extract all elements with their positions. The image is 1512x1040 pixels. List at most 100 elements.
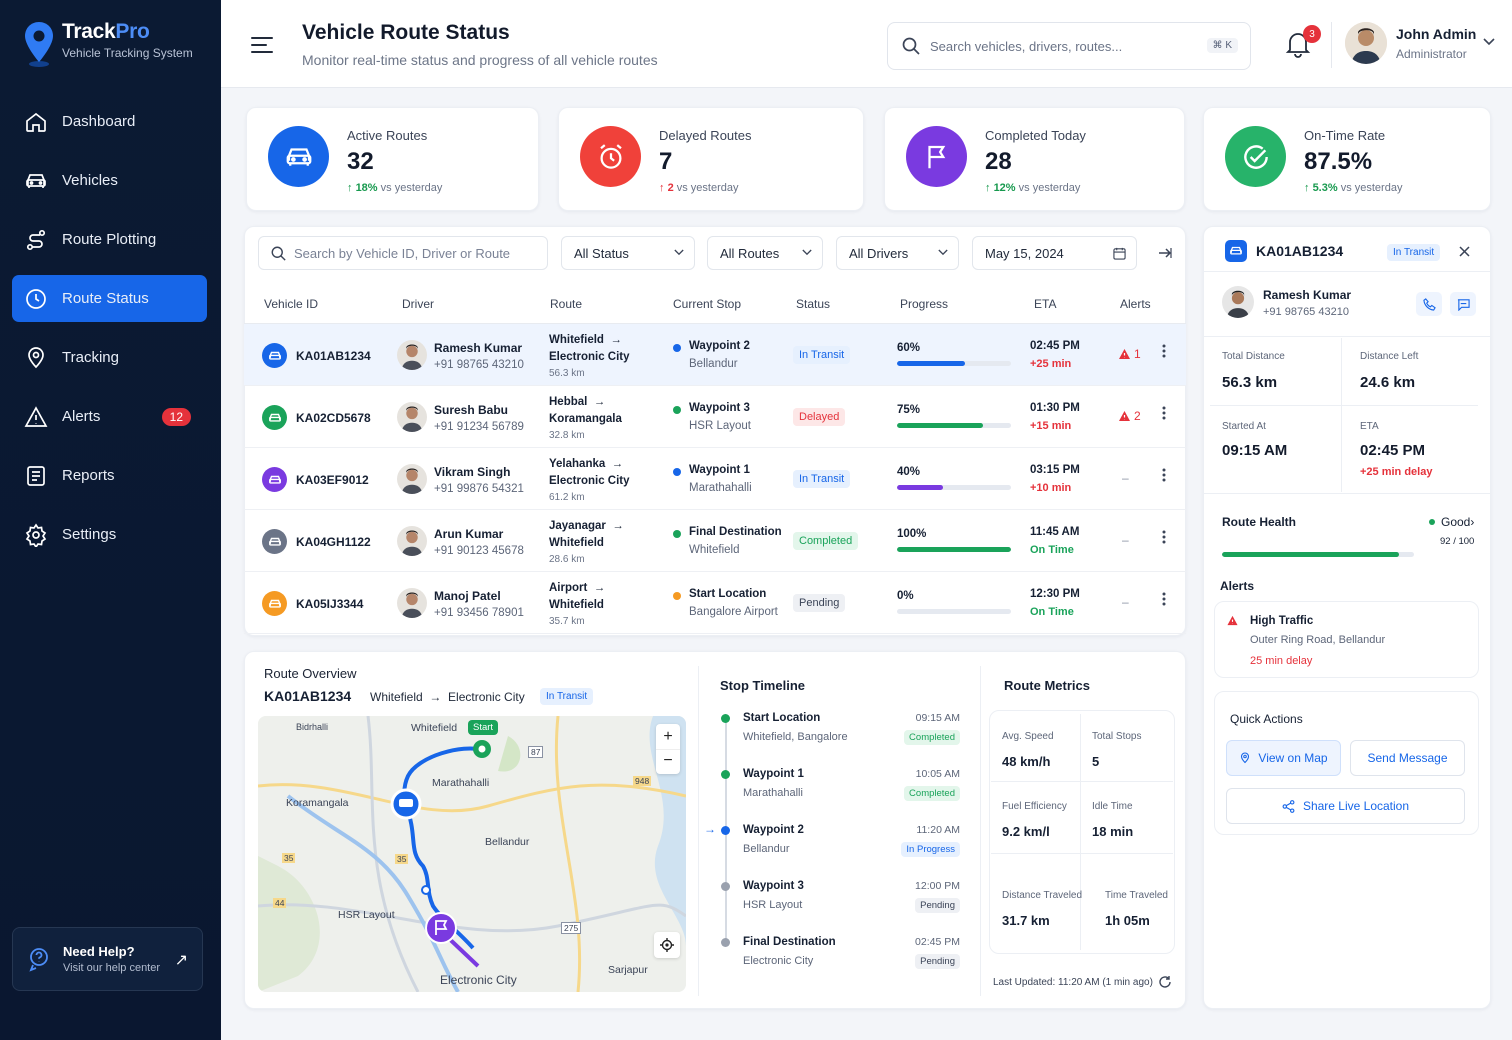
stop-dot [673,530,681,538]
vehicle-icon-circle [262,467,287,492]
vehicle-id[interactable]: KA05IJ3344 [296,597,364,611]
stat-card-delayed-routes[interactable]: Delayed Routes 7 ↑ 2 vs yesterday [558,107,864,211]
drivers-filter[interactable]: All Drivers [836,236,959,270]
vehicle-id[interactable]: KA01AB1234 [296,349,371,363]
column-header-progress[interactable]: Progress [900,297,949,311]
vehicle-id[interactable]: KA04GH1122 [296,535,371,549]
global-search[interactable]: ⌘ K [887,22,1251,70]
sidebar-item-route-status[interactable]: Route Status [12,275,207,322]
current-stop-arrow-icon: → [704,822,716,836]
detail-driver-phone: +91 98765 43210 [1263,306,1349,318]
more-options-icon[interactable] [1162,344,1166,358]
message-button[interactable] [1450,292,1476,316]
overview-vehicle-id: KA01AB1234 [264,688,352,704]
driver-name: Vikram Singh [434,465,511,479]
table-search-input[interactable] [294,245,534,261]
brand-logo[interactable]: TrackPro Vehicle Tracking System [22,20,193,68]
locate-button[interactable] [654,932,680,958]
share-icon [1282,799,1295,813]
table-row[interactable]: KA04GH1122 Arun Kumar +91 90123 45678 Ja… [244,510,1186,572]
detail-status-badge: In Transit [1387,244,1441,261]
share-live-location-button[interactable]: Share Live Location [1226,788,1465,824]
sidebar-item-route-plotting[interactable]: Route Plotting [12,216,207,263]
progress-fill [897,361,966,366]
column-header-current-stop[interactable]: Current Stop [673,297,742,311]
table-row[interactable]: KA05IJ3344 Manoj Patel +91 93456 78901 A… [244,572,1186,634]
stat-card-on-time-rate[interactable]: On-Time Rate 87.5% ↑ 5.3% vs yesterday [1203,107,1491,211]
column-header-status[interactable]: Status [796,297,831,311]
alert-card[interactable] [1214,601,1479,678]
avatar [397,588,427,618]
close-icon[interactable] [1459,246,1470,257]
zoom-out-button[interactable]: − [656,749,680,774]
sidebar-item-label: Alerts [62,408,101,425]
chevron-down-icon[interactable] [1483,38,1495,46]
collapse-arrow-icon[interactable] [1158,247,1172,259]
more-options-icon[interactable] [1162,592,1166,606]
sidebar-item-label: Route Plotting [62,231,157,248]
distance-left-label: Distance Left [1360,351,1419,362]
avatar [1222,286,1254,318]
map-label: Sarjapur [608,964,648,976]
alert-count[interactable]: 1 [1118,347,1141,361]
route-distance: 32.8 km [549,430,585,441]
quick-actions-label: Quick Actions [1230,712,1303,726]
table-row[interactable]: KA02CD5678 Suresh Babu +91 91234 56789 H… [244,386,1186,448]
eta-delay: +25 min delay [1360,466,1433,478]
route-overview-title: Route Overview [264,666,357,681]
metrics-divider [1080,714,1081,950]
column-header-vehicle-id[interactable]: Vehicle ID [264,297,319,311]
call-button[interactable] [1416,292,1442,316]
table-row[interactable]: KA03EF9012 Vikram Singh +91 99876 54321 … [244,448,1186,510]
stat-card-completed-today[interactable]: Completed Today 28 ↑ 12% vs yesterday [884,107,1185,211]
column-header-driver[interactable]: Driver [402,297,434,311]
date-filter[interactable]: May 15, 2024 [972,236,1137,270]
route-to: Koramangala [549,413,622,425]
bell-icon[interactable] [1285,30,1311,58]
status-filter[interactable]: All Status [561,236,695,270]
sidebar-item-settings[interactable]: Settings [12,511,207,558]
driver-name: Suresh Babu [434,403,509,417]
route-map[interactable]: Whitefield Start Marathahalli Koramangal… [258,716,686,992]
vehicle-id[interactable]: KA02CD5678 [296,411,371,425]
global-search-input[interactable] [930,38,1190,54]
car-icon [26,173,46,188]
zoom-in-button[interactable]: + [663,728,673,745]
sidebar-item-dashboard[interactable]: Dashboard [12,98,207,145]
more-options-icon[interactable] [1162,406,1166,420]
stat-card-active-routes[interactable]: Active Routes 32 ↑ 18% vs yesterday [246,107,539,211]
more-options-icon[interactable] [1162,468,1166,482]
sidebar-item-alerts[interactable]: Alerts 12 [12,393,207,440]
sidebar-nav: Dashboard Vehicles Route Plotting Route … [12,98,207,570]
progress-percent: 75% [897,404,921,416]
refresh-icon[interactable] [1158,975,1172,989]
user-menu[interactable]: John Admin Administrator [1345,22,1476,64]
overview-route: Whitefield → Electronic City [370,690,525,704]
view-on-map-button[interactable]: View on Map [1226,740,1341,776]
sidebar-item-vehicles[interactable]: Vehicles [12,157,207,204]
column-header-route[interactable]: Route [550,297,583,311]
help-card[interactable]: Need Help? Visit our help center ↗ [12,927,203,991]
more-options-icon[interactable] [1162,530,1166,544]
sidebar-item-tracking[interactable]: Tracking [12,334,207,381]
table-search[interactable] [258,236,548,270]
car-icon [268,351,281,360]
stop-dot [673,344,681,352]
column-header-alerts[interactable]: Alerts [1120,297,1151,311]
progress-bar [897,609,1011,614]
routes-filter[interactable]: All Routes [707,236,823,270]
route-to: Electronic City [549,475,630,487]
total-distance-label: Total Distance [1222,351,1285,362]
sidebar-item-reports[interactable]: Reports [12,452,207,499]
route-health-status[interactable]: Good › [1429,515,1474,529]
vehicle-id[interactable]: KA03EF9012 [296,473,369,487]
send-message-button[interactable]: Send Message [1350,740,1465,776]
column-header-eta[interactable]: ETA [1034,297,1057,311]
crosshair-icon [660,938,674,952]
table-row[interactable]: KA01AB1234 Ramesh Kumar +91 98765 43210 … [244,324,1186,386]
progress-fill [897,423,983,428]
hamburger-menu-icon[interactable] [251,36,273,54]
alert-count[interactable]: 2 [1118,409,1141,423]
sidebar-item-label: Tracking [62,349,119,366]
map-label: HSR Layout [338,909,395,921]
